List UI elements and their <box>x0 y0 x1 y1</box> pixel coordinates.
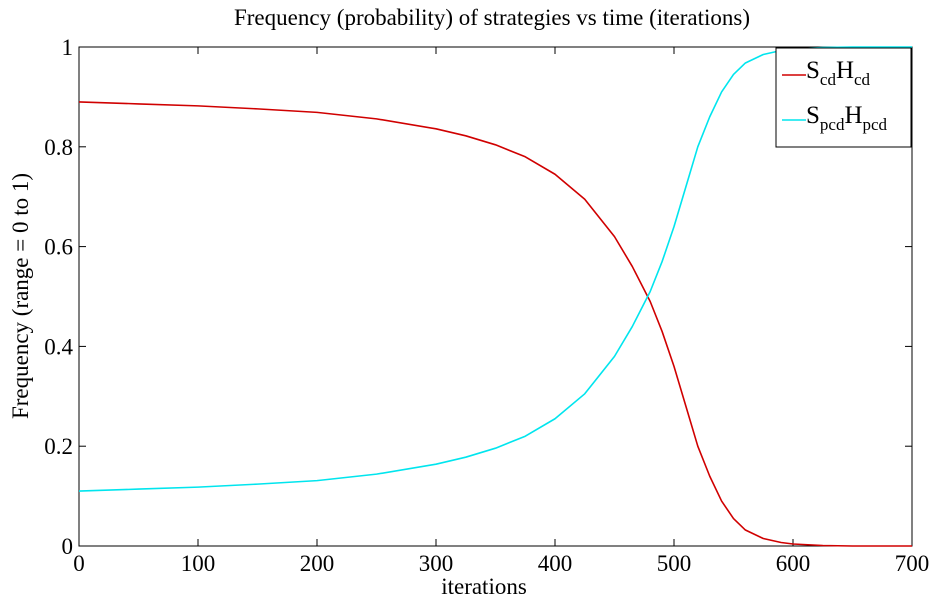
legend-entry-spcdhpcd: SpcdHpcd <box>806 102 888 134</box>
x-tick-label: 0 <box>73 551 85 576</box>
y-tick-label: 1 <box>62 35 74 60</box>
y-tick-label: 0 <box>62 534 74 559</box>
y-tick-label: 0.8 <box>44 135 73 160</box>
legend-sub-scd: cd <box>820 70 837 89</box>
x-axis: 0 100 200 300 400 500 600 700 <box>73 47 929 576</box>
series-line-0 <box>78 101 912 547</box>
x-tick-label: 100 <box>181 551 216 576</box>
legend-entry-scdhcd: ScdHcd <box>806 57 871 89</box>
y-tick-label: 0.6 <box>44 235 73 260</box>
x-tick-label: 300 <box>419 551 454 576</box>
x-axis-label: iterations <box>441 574 527 599</box>
legend-sub-spcd: pcd <box>820 115 845 134</box>
x-tick-label: 700 <box>895 551 930 576</box>
legend-sub-hpcd: pcd <box>863 115 888 134</box>
x-tick-label: 200 <box>300 551 335 576</box>
y-axis: 0 0.2 0.4 0.6 0.8 1 <box>44 35 912 559</box>
chart-title: Frequency (probability) of strategies vs… <box>234 5 750 30</box>
legend-box <box>775 47 912 148</box>
y-tick-label: 0.4 <box>44 334 73 359</box>
legend-sub-hcd: cd <box>854 70 871 89</box>
legend-h-hcd: H <box>836 57 854 84</box>
legend: ScdHcd SpcdHpcd <box>775 47 912 148</box>
y-tick-label: 0.2 <box>44 434 73 459</box>
x-tick-label: 400 <box>538 551 573 576</box>
legend-s-scd: S <box>806 57 820 84</box>
plot-area-frame <box>78 46 913 547</box>
legend-s-spcd: S <box>806 102 820 129</box>
y-axis-label: Frequency (range = 0 to 1) <box>8 173 33 419</box>
x-tick-label: 500 <box>657 551 692 576</box>
x-tick-label: 600 <box>776 551 811 576</box>
legend-h-hpcd: H <box>844 102 862 129</box>
